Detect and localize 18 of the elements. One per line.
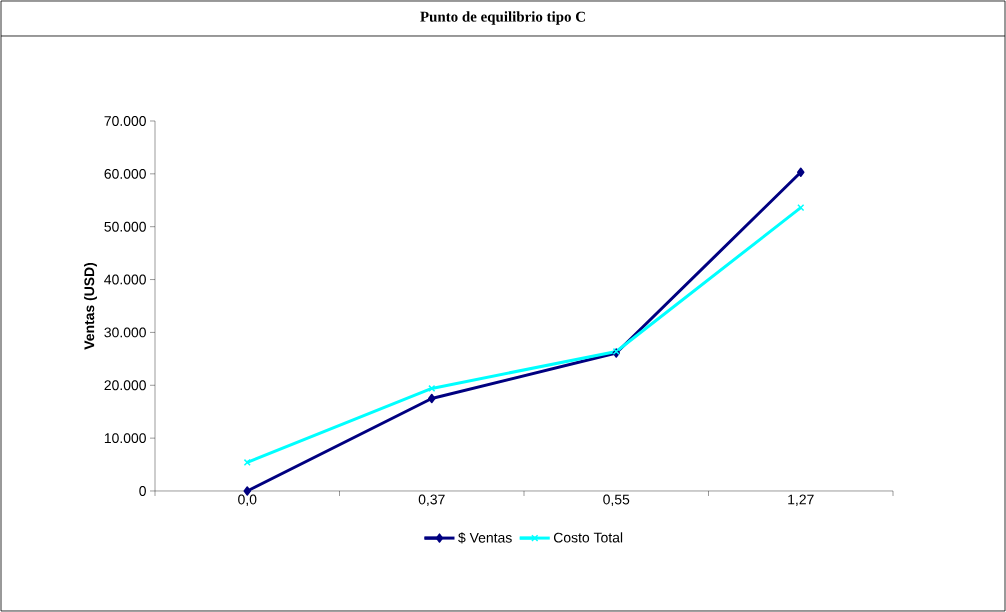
y-tick-label: 40.000 xyxy=(104,274,146,285)
chart-title: Punto de equilibrio tipo C xyxy=(420,11,585,25)
point xyxy=(428,393,436,404)
y-tick-label: 30.000 xyxy=(104,327,146,338)
legend-label: Costo Total xyxy=(553,532,623,543)
x-tick-label: 0,55 xyxy=(603,494,630,507)
y-tick-label: 20.000 xyxy=(104,380,146,391)
x-tick-label: 0,37 xyxy=(418,494,445,507)
y-tick-label: 10.000 xyxy=(104,433,146,444)
point xyxy=(797,167,805,178)
y-tick-label: 50.000 xyxy=(104,221,146,232)
y-tick-label: 60.000 xyxy=(104,168,146,179)
legend-label: $ Ventas xyxy=(458,532,512,544)
x-tick-label: 0,0 xyxy=(238,494,257,507)
y-tick-label: 0 xyxy=(139,486,146,496)
x-tick-label: 1,27 xyxy=(788,494,814,507)
y-axis-title: Ventas (USD) xyxy=(83,262,97,350)
y-tick-label: 70.000 xyxy=(104,116,146,126)
